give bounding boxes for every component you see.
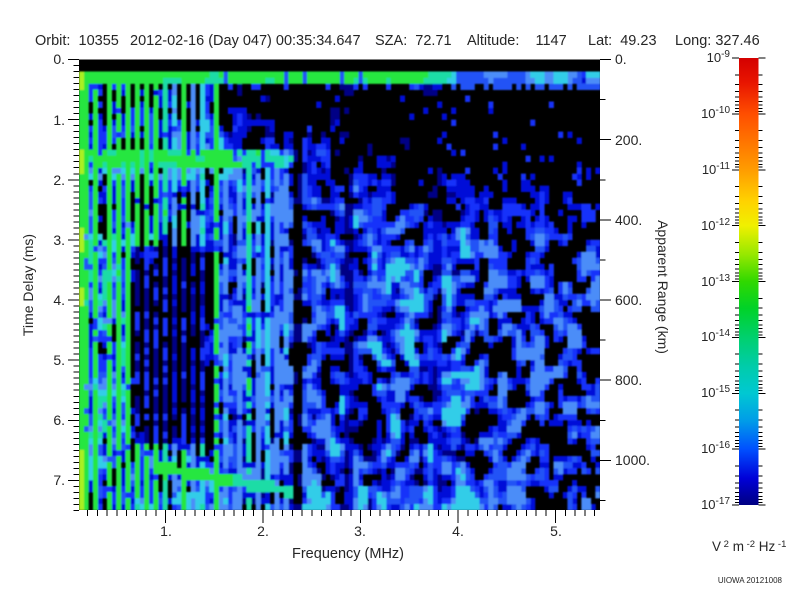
svg-text:6.: 6. (53, 412, 65, 428)
svg-text:5.: 5. (53, 352, 65, 368)
svg-text:1.: 1. (53, 112, 65, 128)
svg-text:Frequency (MHz): Frequency (MHz) (292, 546, 404, 562)
svg-text:3.: 3. (354, 523, 366, 539)
svg-text:0.: 0. (615, 51, 627, 67)
svg-text:4.: 4. (53, 292, 65, 308)
svg-text:Apparent Range (km): Apparent Range (km) (655, 220, 671, 354)
svg-text:5.: 5. (550, 523, 562, 539)
svg-text:Time Delay (ms): Time Delay (ms) (20, 234, 36, 336)
svg-text:400.: 400. (615, 212, 642, 228)
svg-text:UIOWA 20121008: UIOWA 20121008 (718, 576, 783, 585)
svg-text:SZA: 72.71: SZA: 72.71 (375, 33, 452, 49)
svg-text:3.: 3. (53, 232, 65, 248)
svg-text:4.: 4. (452, 523, 464, 539)
svg-text:800.: 800. (615, 372, 642, 388)
svg-text:V 2 m -2 Hz -1: V 2 m -2 Hz -1 (712, 539, 786, 554)
svg-text:200.: 200. (615, 132, 642, 148)
svg-text:2.: 2. (257, 523, 269, 539)
svg-text:Lat: 49.23: Lat: 49.23 (588, 33, 657, 49)
svg-text:600.: 600. (615, 292, 642, 308)
svg-text:Orbit: 10355: Orbit: 10355 (35, 33, 119, 49)
svg-text:Altitude: 1147: Altitude: 1147 (467, 33, 567, 49)
svg-text:1000.: 1000. (615, 452, 650, 468)
svg-text:Long: 327.46: Long: 327.46 (675, 33, 760, 49)
svg-text:2012-02-16 (Day 047) 00:35:34.: 2012-02-16 (Day 047) 00:35:34.647 (130, 33, 361, 49)
svg-text:7.: 7. (53, 472, 65, 488)
svg-text:2.: 2. (53, 172, 65, 188)
svg-text:1.: 1. (160, 523, 172, 539)
svg-text:0.: 0. (53, 51, 65, 67)
